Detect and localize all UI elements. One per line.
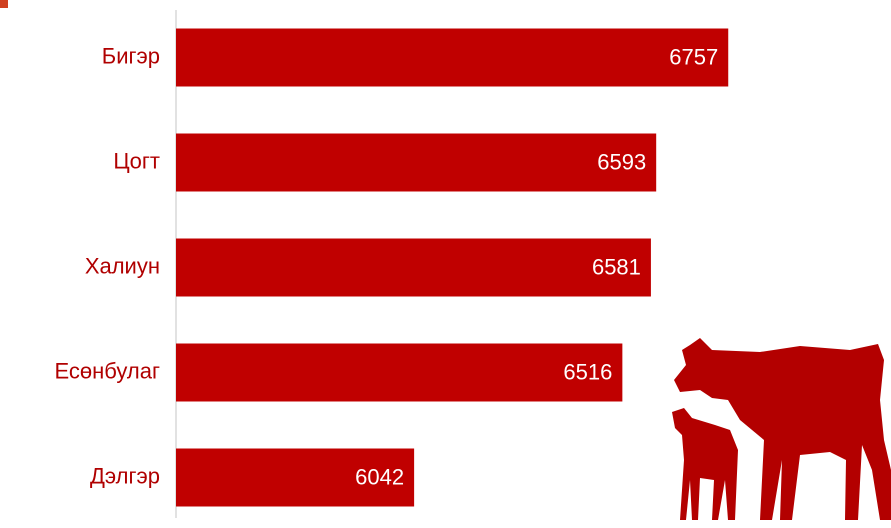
cow-silhouette — [672, 338, 891, 520]
bar — [176, 28, 729, 87]
category-label: Есөнбулаг — [54, 358, 160, 383]
value-label: 6593 — [597, 149, 646, 174]
category-label: Бигэр — [102, 43, 160, 68]
bar — [176, 448, 415, 507]
value-label: 6042 — [355, 464, 404, 489]
category-label: Халиун — [85, 253, 160, 278]
value-label: 6516 — [563, 359, 612, 384]
bar — [176, 343, 623, 402]
category-label: Цогт — [113, 148, 160, 173]
bar — [176, 238, 651, 297]
bar — [176, 133, 657, 192]
corner-icon — [0, 0, 8, 8]
value-label: 6757 — [669, 44, 718, 69]
value-label: 6581 — [592, 254, 641, 279]
category-label: Дэлгэр — [90, 463, 160, 488]
